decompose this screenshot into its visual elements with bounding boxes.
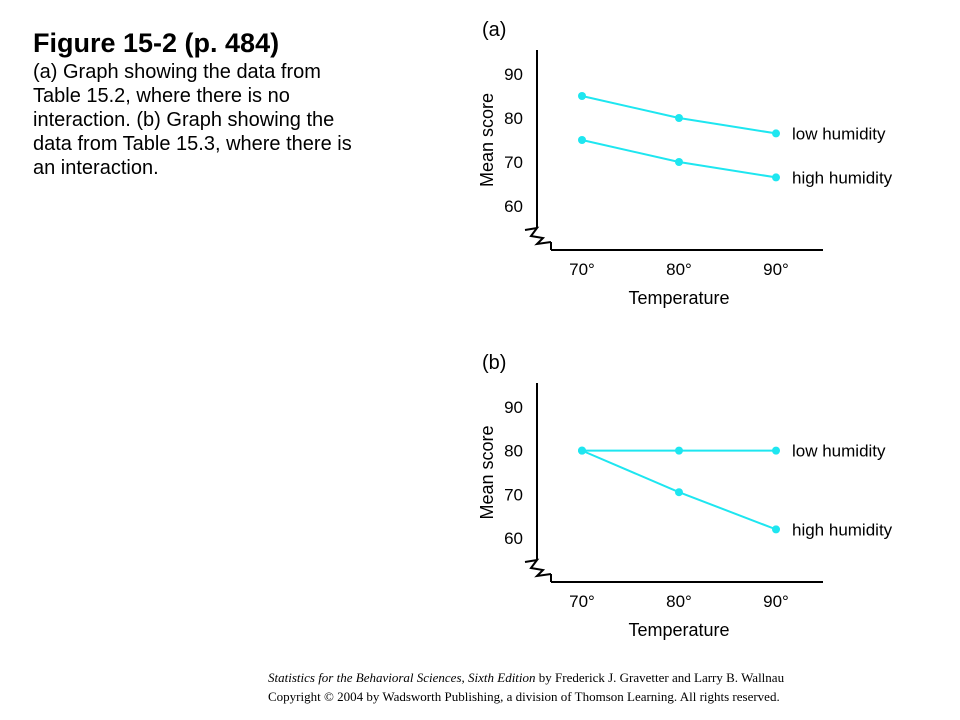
figure-charts: (a) 60 70 80 90 70° 80° 90° Temperature Mean scor… xyxy=(477,19,893,640)
data-point xyxy=(675,158,683,166)
x-tick-label: 80° xyxy=(666,260,692,279)
y-axis-title: Mean score xyxy=(477,425,497,519)
data-point xyxy=(772,173,780,182)
x-tick-label: 70° xyxy=(569,592,595,611)
data-point xyxy=(578,92,586,100)
copyright-footer: Statistics for the Behavioral Sciences, … xyxy=(268,668,928,706)
series-label: low humidity xyxy=(792,442,886,461)
series-label: high humidity xyxy=(792,520,893,539)
y-tick-label: 70 xyxy=(504,153,523,172)
data-point xyxy=(578,136,586,144)
y-tick-label: 90 xyxy=(504,398,523,417)
data-point xyxy=(772,525,780,534)
axis-break-mark xyxy=(524,558,552,578)
data-point xyxy=(772,446,780,455)
y-tick-label: 80 xyxy=(504,109,523,128)
y-tick-label: 60 xyxy=(504,529,523,548)
series-label: low humidity xyxy=(792,124,886,143)
y-axis-title: Mean score xyxy=(477,93,497,187)
x-tick-label: 70° xyxy=(569,260,595,279)
panel-label: (b) xyxy=(482,352,506,374)
data-point xyxy=(578,446,586,455)
y-tick-label: 90 xyxy=(504,65,523,84)
data-point xyxy=(675,446,683,455)
x-tick-label: 90° xyxy=(763,260,789,279)
figure-title: Figure 15-2 (p. 484) xyxy=(33,28,280,58)
axis-break-mark xyxy=(524,226,552,246)
series-label: high humidity xyxy=(792,168,893,187)
book-title: Statistics for the Behavioral Sciences, … xyxy=(268,670,536,685)
figure-description: (a) Graph showing the data from Table 15… xyxy=(33,61,352,179)
panel-label: (a) xyxy=(482,19,506,41)
data-point xyxy=(675,488,683,497)
data-point xyxy=(675,114,683,122)
y-tick-label: 80 xyxy=(504,442,523,461)
x-tick-label: 90° xyxy=(763,592,789,611)
x-axis-title: Temperature xyxy=(628,620,729,640)
x-axis-title: Temperature xyxy=(628,288,729,308)
y-tick-label: 70 xyxy=(504,485,523,504)
data-point xyxy=(772,129,780,138)
y-tick-label: 60 xyxy=(504,197,523,216)
figure-caption: Figure 15-2 (p. 484) (a) Graph showing t… xyxy=(33,26,363,180)
book-authors: by Frederick J. Gravetter and Larry B. W… xyxy=(535,670,785,685)
x-tick-label: 80° xyxy=(666,592,692,611)
copyright-notice: Copyright © 2004 by Wadsworth Publishing… xyxy=(268,689,780,704)
